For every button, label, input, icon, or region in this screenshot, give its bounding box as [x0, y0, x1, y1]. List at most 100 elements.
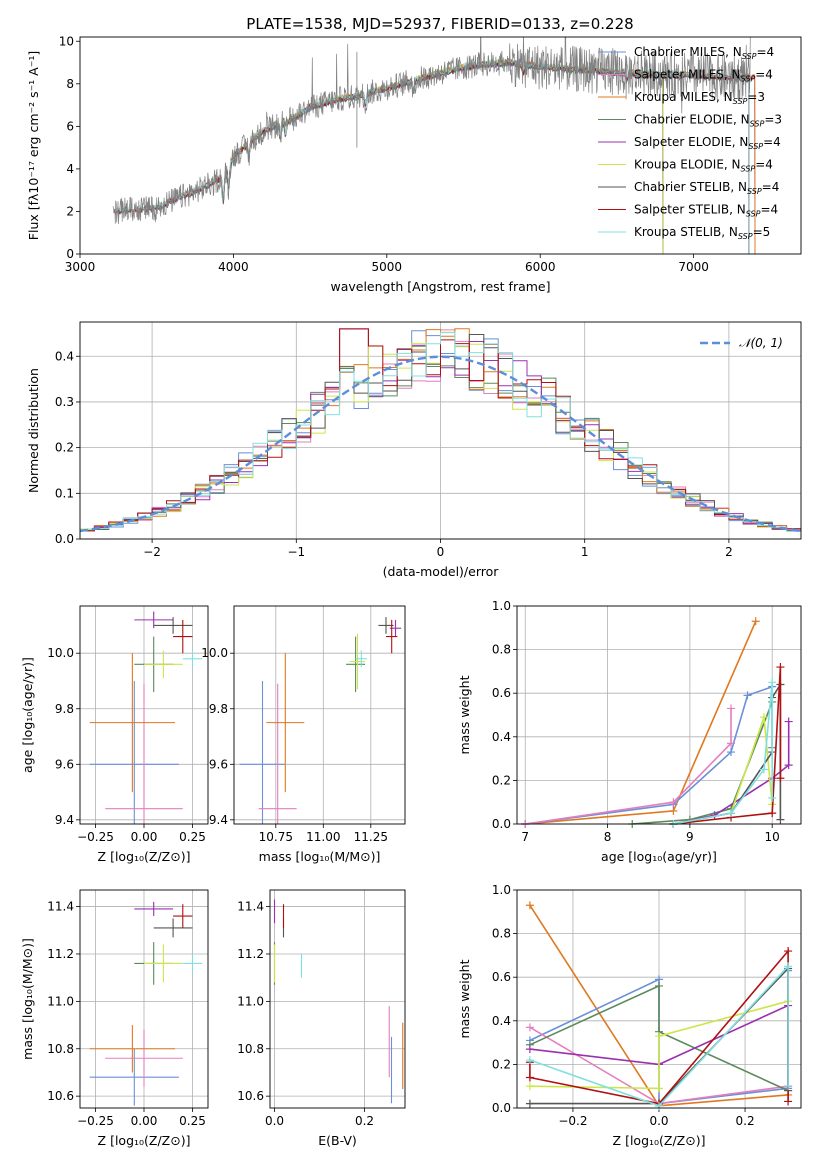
legend-label-sub: SSP: [742, 52, 757, 61]
axes-age_vs_Z: −0.25 0.00 0.25 9.4 9.6 9.8 10.0 Z [log₁₀(Z/Z⊙)…: [20, 605, 209, 864]
x-axis-label: E(B-V): [318, 1133, 357, 1148]
model-spectrum: [217, 58, 664, 254]
weight-marker: [776, 774, 785, 783]
x-tick-label: −0.25: [77, 1114, 114, 1128]
y-tick-label: 0.0: [492, 817, 511, 831]
legend-label-tail: =3: [747, 90, 765, 104]
y-tick-label: 10.8: [47, 1042, 74, 1056]
x-tick-label: 0.2: [736, 1114, 755, 1128]
y-tick-label: 1.0: [492, 599, 511, 613]
x-tick-label: 4000: [218, 260, 249, 274]
weight-marker: [655, 981, 663, 990]
plot-frame: [79, 36, 802, 255]
weight-marker: [759, 713, 768, 722]
weight-marker: [727, 809, 736, 818]
weight-marker: [525, 1099, 534, 1108]
x-axis-label: wavelength [Angstrom, rest frame]: [330, 279, 550, 294]
y-tick-label: 9.4: [209, 813, 228, 827]
y-tick-label: 4: [66, 162, 74, 176]
y-tick-label: 0.6: [492, 686, 511, 700]
weight-marker: [525, 1023, 534, 1032]
weight-marker: [784, 947, 793, 956]
x-tick-label: 1: [581, 545, 589, 559]
legend-label-text: Kroupa STELIB, N: [634, 225, 738, 239]
x-axis-label: Z [log₁₀(Z/Z⊙)]: [98, 1133, 191, 1148]
weight-marker: [655, 1032, 663, 1041]
plot-frame: [269, 889, 406, 1109]
legend-label-tail: =4: [760, 203, 778, 217]
y-tick-label: 6: [66, 119, 74, 133]
weight-marker: [776, 663, 785, 672]
x-tick-label: −0.25: [77, 830, 114, 844]
y-tick-label: 0.0: [55, 532, 74, 546]
legend-label-text: Chabrier STELIB, N: [634, 180, 747, 194]
weight-marker: [727, 704, 736, 713]
y-tick-label: 10.0: [47, 646, 74, 660]
axes-spectrum: 3000 4000 5000 6000 7000 0 2 4 6 8 10 wavelength [A…: [26, 34, 802, 294]
legend-label-tail: =4: [755, 158, 773, 172]
y-tick-label: 8: [66, 77, 74, 91]
plot-frame: [79, 321, 802, 540]
legend-label-sub: SSP: [746, 210, 761, 219]
legend-label-text: Chabrier MILES, N: [634, 45, 742, 59]
x-tick-label: 5000: [372, 260, 403, 274]
plot-frame: [233, 605, 406, 825]
weight-marker: [727, 739, 736, 748]
weight-marker: [743, 691, 752, 700]
y-axis-label: mass weight: [457, 675, 472, 754]
weight-marker: [768, 809, 777, 818]
weight-marker: [655, 1101, 663, 1110]
weight-marker: [768, 793, 777, 802]
plot-frame: [516, 889, 802, 1109]
weight-line: [529, 964, 789, 1107]
figure-title: PLATE=1538, MJD=52937, FIBERID=0133, z=0…: [246, 15, 633, 33]
x-axis-label: (data-model)/error: [383, 564, 500, 579]
y-tick-label: 9.4: [55, 813, 74, 827]
legend-label: 𝒩(0, 1): [739, 336, 783, 350]
legend-label-text: Kroupa MILES, N: [634, 90, 733, 104]
x-tick-label: 11.00: [306, 830, 340, 844]
legend-label-tail: =4: [756, 45, 774, 59]
x-tick-label: 2: [725, 545, 733, 559]
x-tick-label: 0.00: [131, 830, 158, 844]
legend: 𝒩(0, 1): [700, 336, 783, 350]
legend-label-tail: =4: [762, 180, 780, 194]
weight-marker: [784, 717, 793, 726]
weight-marker: [784, 1097, 793, 1106]
model-spectrum: [217, 60, 664, 254]
x-tick-label: 7: [521, 830, 529, 844]
legend-label-sub: SSP: [741, 75, 756, 84]
y-tick-label: 9.6: [209, 757, 228, 771]
legend-label-text: Salpeter MILES, N: [634, 68, 741, 82]
axes-mass_vs_Z: −0.25 0.00 0.25 10.6 10.8 11.0 11.2 11.4 Z [log₁…: [20, 889, 209, 1148]
legend-label-tail: =4: [763, 135, 781, 149]
x-tick-label: −0.2: [558, 1114, 587, 1128]
x-tick-label: 10.75: [259, 830, 293, 844]
legend-label: Kroupa MILES, NSSP=3: [634, 90, 765, 106]
x-tick-label: 3000: [65, 260, 96, 274]
model-spectrum: [217, 58, 664, 254]
weight-marker: [669, 798, 678, 807]
x-tick-label: 9: [686, 830, 694, 844]
y-tick-label: 0.2: [492, 773, 511, 787]
y-axis-label: mass [log₁₀(M/M⊙)]: [20, 938, 35, 1060]
y-tick-label: 0: [66, 247, 74, 261]
weight-line: [673, 682, 773, 824]
axes-weight_vs_Z: −0.2 0.0 0.2 0.0 0.2 0.4 0.6 0.8 1.0 Z [log₁₀(Z/Z…: [457, 883, 802, 1148]
y-tick-label: 9.6: [55, 757, 74, 771]
x-tick-label: 6000: [525, 260, 556, 274]
plot-frame: [79, 889, 209, 1109]
weight-marker: [776, 815, 785, 824]
normal-curve: [80, 355, 801, 533]
x-tick-label: 0.00: [131, 1114, 158, 1128]
legend-label-text: Salpeter ELODIE, N: [634, 135, 748, 149]
y-tick-label: 0.2: [492, 1057, 511, 1071]
legend-label: Kroupa ELODIE, NSSP=4: [634, 158, 773, 174]
legend-label-sub: SSP: [733, 97, 748, 106]
y-tick-label: 9.8: [55, 702, 74, 716]
y-tick-label: 11.4: [237, 900, 264, 914]
weight-marker: [655, 1084, 663, 1093]
weight-line: [529, 1000, 789, 1090]
y-tick-label: 0.8: [492, 643, 511, 657]
